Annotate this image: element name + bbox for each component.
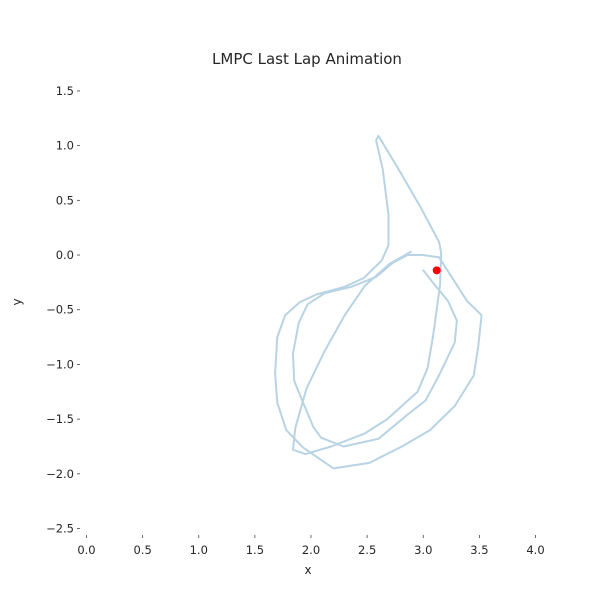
y-axis-label: y: [10, 298, 24, 305]
y-tick-label: −1.0: [46, 357, 74, 371]
y-tick-label: −2.5: [46, 522, 74, 536]
x-tick-label: 0.0: [77, 543, 95, 557]
x-tick-label: 3.0: [414, 543, 432, 557]
y-tick-label: 1.5: [56, 84, 74, 98]
y-tick-label: 1.0: [56, 139, 74, 153]
y-tick-label: −2.0: [46, 467, 74, 481]
car-position-marker: [432, 266, 441, 275]
x-tick-label: 2.0: [302, 543, 320, 557]
y-tick-label: 0.0: [56, 248, 74, 262]
x-axis-label: x: [304, 563, 311, 577]
x-tick-label: 1.0: [190, 543, 208, 557]
plot-area: [274, 134, 483, 470]
chart-title: LMPC Last Lap Animation: [212, 50, 402, 68]
y-tick-label: −1.5: [46, 412, 74, 426]
track-trajectory-line: [274, 134, 483, 470]
x-tick-label: 4.0: [526, 543, 544, 557]
x-tick-label: 2.5: [358, 543, 376, 557]
y-axis: 1.5 1.0 0.5 0.0 −0.5 −1.0 −1.5 −2.0 −2.5: [46, 84, 80, 536]
x-axis: 0.0 0.5 1.0 1.5 2.0 2.5 3.0 3.5 4.0: [77, 535, 545, 557]
x-tick-label: 1.5: [246, 543, 264, 557]
x-tick-label: 3.5: [470, 543, 488, 557]
y-tick-label: 0.5: [56, 193, 74, 207]
y-tick-label: −0.5: [46, 303, 74, 317]
x-tick-label: 0.5: [133, 543, 151, 557]
